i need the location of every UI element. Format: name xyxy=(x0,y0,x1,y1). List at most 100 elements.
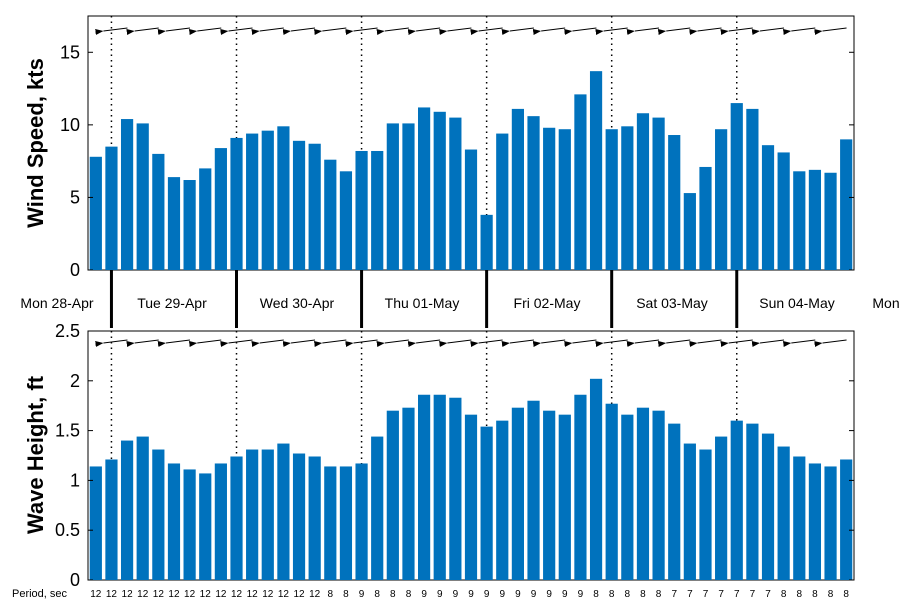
period-value: 7 xyxy=(671,589,677,600)
wave-bar xyxy=(543,410,556,580)
wave-direction-arrow xyxy=(282,339,316,347)
period-value: 8 xyxy=(828,589,834,600)
period-value: 12 xyxy=(278,589,290,600)
wind-bar xyxy=(480,214,493,270)
wave-bar xyxy=(308,456,321,580)
wave-bar xyxy=(230,456,243,580)
wind-y-tick-label: 5 xyxy=(70,187,80,207)
wind-bar xyxy=(402,123,415,270)
wave-bar xyxy=(558,414,571,580)
period-value: 8 xyxy=(656,589,662,600)
wind-direction-arrow xyxy=(188,27,222,35)
period-value: 8 xyxy=(812,589,818,600)
period-values: 12 12 12 12 12 12 12 12 12 12 12 12 12 12 12 8 8 9 8 8 8 9 9 9 9… xyxy=(90,589,849,600)
wave-bar xyxy=(464,414,478,580)
period-value: 7 xyxy=(718,589,724,600)
period-value: 9 xyxy=(531,589,537,600)
period-value: 12 xyxy=(168,589,180,600)
period-value: 12 xyxy=(309,589,321,600)
wave-y-tick-label: 1.5 xyxy=(55,421,80,441)
wind-bar xyxy=(308,143,321,270)
wind-bar xyxy=(105,146,118,270)
wind-y-tick-label: 15 xyxy=(60,42,80,62)
day-label-band: Mon 28-Apr Tue 29-Apr Wed 30-Apr Thu 01-… xyxy=(20,270,900,328)
wave-direction-arrow xyxy=(626,339,660,347)
wind-bar xyxy=(808,169,822,270)
period-value: 12 xyxy=(137,589,149,600)
period-value: 12 xyxy=(106,589,118,600)
wind-panel: 0 5 10 15 Wind Speed, kts xyxy=(23,15,855,280)
period-value: 9 xyxy=(578,589,584,600)
wave-bar xyxy=(793,456,806,580)
period-value: 7 xyxy=(765,589,771,600)
wind-bar xyxy=(511,108,524,271)
wind-bar xyxy=(136,123,149,270)
wave-bar xyxy=(746,423,759,580)
period-value: 12 xyxy=(90,589,102,600)
wave-direction-arrow xyxy=(501,339,534,347)
wave-bar xyxy=(199,473,212,580)
wind-bar xyxy=(464,149,478,270)
wind-direction-arrow xyxy=(95,27,128,35)
wind-bar xyxy=(574,94,587,271)
wave-bar xyxy=(824,466,837,580)
wave-direction-arrow xyxy=(220,339,253,347)
wave-bar xyxy=(480,426,493,580)
wave-bar xyxy=(840,459,853,580)
wind-bar xyxy=(527,116,540,270)
wind-bar xyxy=(683,193,696,270)
wave-bar xyxy=(777,446,790,580)
wind-bar xyxy=(621,126,634,271)
wave-y-tick-label: 1 xyxy=(70,470,80,490)
period-value: 8 xyxy=(328,589,334,600)
wave-bar xyxy=(574,394,587,580)
day-label-2: Wed 30-Apr xyxy=(260,295,335,311)
wave-bar xyxy=(339,466,353,580)
wind-direction-arrow xyxy=(501,27,534,35)
wind-bar xyxy=(433,111,446,271)
wave-bar xyxy=(636,407,650,580)
wave-direction-arrow xyxy=(564,339,597,347)
wave-direction-arrow xyxy=(313,339,347,347)
period-value: 8 xyxy=(843,589,849,600)
wave-bar xyxy=(511,407,524,580)
wave-direction-arrow xyxy=(657,339,691,347)
period-value: 7 xyxy=(703,589,709,600)
wave-direction-arrow xyxy=(407,339,441,347)
wind-bar xyxy=(543,127,556,270)
wave-bar xyxy=(152,449,165,580)
wind-direction-arrow xyxy=(689,27,722,35)
wind-direction-arrow xyxy=(782,27,816,35)
wind-direction-arrow xyxy=(251,27,284,35)
period-value: 9 xyxy=(437,589,443,600)
wind-direction-arrow xyxy=(564,27,597,35)
wind-direction-arrow xyxy=(595,27,628,35)
wind-bar xyxy=(449,117,462,270)
wind-bar xyxy=(418,107,431,270)
wind-direction-arrow xyxy=(407,27,441,35)
period-value: 8 xyxy=(609,589,615,600)
wave-bar xyxy=(402,407,415,580)
wave-bar xyxy=(621,414,634,580)
wind-bars xyxy=(89,71,853,271)
wave-direction-arrow xyxy=(470,339,503,347)
wave-bar xyxy=(167,463,181,580)
wind-bar xyxy=(339,171,353,270)
wave-direction-arrows xyxy=(95,339,847,347)
day-label-3: Thu 01-May xyxy=(385,295,460,311)
period-value: 8 xyxy=(374,589,380,600)
day-label-5: Sat 03-May xyxy=(636,295,708,311)
wind-bar xyxy=(730,103,743,270)
wind-direction-arrow xyxy=(157,27,191,35)
wind-y-label: Wind Speed, kts xyxy=(23,58,48,228)
wind-direction-arrow xyxy=(282,27,316,35)
wave-direction-arrow xyxy=(188,339,222,347)
wave-panel: 0 0.5 1 1.5 2 2.5 Wave Height, ft xyxy=(23,321,855,590)
period-value: 8 xyxy=(797,589,803,600)
wind-y-tick-label: 10 xyxy=(60,115,80,135)
wave-direction-arrow xyxy=(720,339,753,347)
wave-bar xyxy=(808,463,822,580)
wind-bar xyxy=(261,130,274,270)
wave-bar xyxy=(89,466,102,580)
